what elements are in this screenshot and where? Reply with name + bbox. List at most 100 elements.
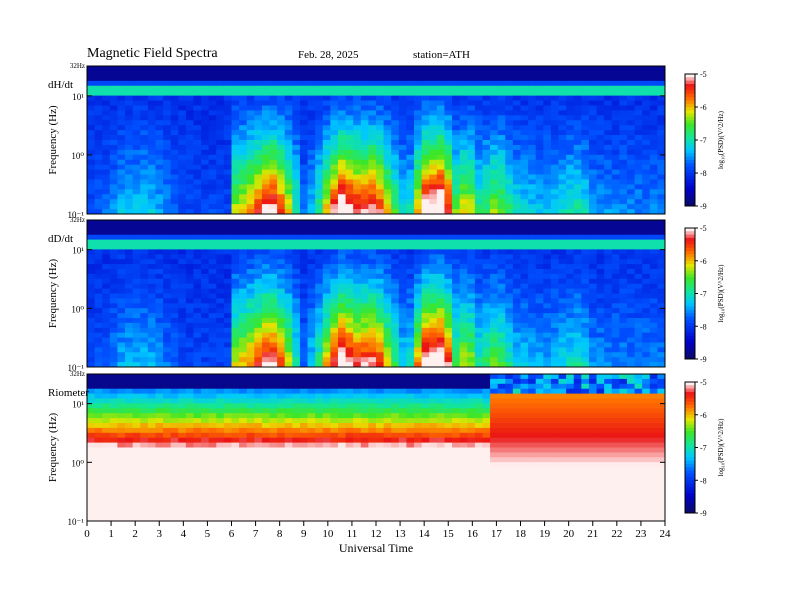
spectro-cell bbox=[140, 264, 149, 270]
spectro-cell bbox=[459, 347, 468, 353]
spectro-cell bbox=[619, 318, 628, 324]
spectro-cell bbox=[566, 199, 575, 205]
spectro-cell bbox=[277, 313, 286, 319]
spectro-cell bbox=[619, 130, 628, 136]
spectro-cell bbox=[467, 115, 476, 121]
spectro-cell bbox=[596, 144, 605, 151]
spectro-cell bbox=[505, 204, 514, 210]
spectro-cell bbox=[429, 283, 438, 289]
spectro-cell bbox=[94, 234, 103, 240]
spectro-cell bbox=[125, 511, 134, 517]
spectro-cell bbox=[223, 293, 232, 299]
spectro-cell bbox=[474, 224, 483, 231]
spectro-cell bbox=[269, 283, 278, 289]
spectro-cell bbox=[231, 70, 240, 77]
spectro-cell bbox=[611, 66, 620, 72]
spectro-cell bbox=[178, 308, 187, 314]
spectro-cell bbox=[558, 347, 567, 353]
spectro-cell bbox=[482, 130, 491, 136]
spectro-cell bbox=[322, 244, 331, 250]
spectro-cell bbox=[414, 125, 423, 131]
spectro-cell bbox=[391, 254, 400, 260]
spectro-cell bbox=[322, 357, 331, 363]
spectro-cell bbox=[482, 199, 491, 205]
spectro-cell bbox=[429, 204, 438, 210]
spectro-cell bbox=[452, 144, 461, 151]
spectro-cell bbox=[178, 254, 187, 260]
spectro-cell bbox=[459, 159, 468, 166]
spectro-cell bbox=[588, 75, 597, 82]
spectro-cell bbox=[109, 486, 118, 492]
spectro-cell bbox=[254, 278, 263, 285]
spectro-cell bbox=[649, 159, 658, 166]
spectro-cell bbox=[155, 308, 164, 314]
spectro-cell bbox=[307, 347, 316, 353]
spectro-cell bbox=[140, 467, 149, 473]
spectro-cell bbox=[649, 115, 658, 121]
spectro-cell bbox=[581, 135, 590, 141]
spectro-cell bbox=[482, 169, 491, 175]
spectro-cell bbox=[125, 244, 134, 250]
spectro-cell bbox=[132, 496, 141, 502]
spectro-cell bbox=[543, 199, 552, 205]
spectro-cell bbox=[452, 273, 461, 280]
spectro-cell bbox=[581, 254, 590, 260]
spectro-cell bbox=[391, 174, 400, 180]
spectro-cell bbox=[368, 278, 377, 285]
spectro-cell bbox=[178, 264, 187, 270]
spectro-cell bbox=[611, 224, 620, 231]
spectro-cell bbox=[337, 169, 346, 175]
spectro-cell bbox=[170, 362, 179, 368]
spectro-cell bbox=[528, 85, 537, 92]
spectro-cell bbox=[611, 194, 620, 200]
spectro-cell bbox=[444, 100, 453, 106]
spectro-cell bbox=[102, 506, 111, 512]
spectro-cell bbox=[391, 120, 400, 126]
spectro-cell bbox=[299, 332, 308, 338]
spectro-cell bbox=[117, 347, 126, 353]
spectro-cell bbox=[604, 347, 613, 353]
spectro-cell bbox=[588, 85, 597, 92]
spectro-cell bbox=[474, 135, 483, 141]
spectro-cell bbox=[132, 85, 141, 92]
spectro-cell bbox=[581, 209, 590, 215]
spectro-cell bbox=[505, 259, 514, 265]
spectro-cell bbox=[520, 209, 529, 215]
spectro-cell bbox=[94, 199, 103, 205]
spectro-cell bbox=[619, 293, 628, 299]
spectro-cell bbox=[368, 130, 377, 136]
spectro-cell bbox=[132, 501, 141, 507]
spectro-cell bbox=[414, 189, 423, 195]
spectro-cell bbox=[360, 159, 369, 166]
spectro-cell bbox=[368, 120, 377, 126]
spectro-cell bbox=[102, 184, 111, 190]
spectro-cell bbox=[254, 130, 263, 136]
spectro-cell bbox=[573, 273, 582, 280]
spectro-cell bbox=[398, 264, 407, 270]
spectro-cell bbox=[254, 288, 263, 294]
spectro-cell bbox=[474, 154, 483, 161]
spectro-cell bbox=[611, 269, 620, 275]
spectro-cell bbox=[140, 506, 149, 512]
spectro-cell bbox=[208, 105, 217, 111]
spectro-cell bbox=[155, 194, 164, 200]
spectro-cell bbox=[360, 313, 369, 319]
spectro-cell bbox=[512, 308, 521, 314]
spectro-cell bbox=[239, 209, 248, 215]
spectro-cell bbox=[185, 273, 194, 280]
spectro-cell bbox=[208, 332, 217, 338]
spectro-cell bbox=[337, 244, 346, 250]
spectro-cell bbox=[178, 357, 187, 363]
spectro-cell bbox=[360, 75, 369, 82]
spectro-cell bbox=[231, 308, 240, 314]
spectro-cell bbox=[132, 374, 141, 380]
spectro-cell bbox=[223, 179, 232, 185]
spectro-cell bbox=[391, 337, 400, 343]
spectro-cell bbox=[467, 144, 476, 151]
spectro-cell bbox=[239, 130, 248, 136]
spectro-cell bbox=[117, 130, 126, 136]
spectro-cell bbox=[604, 327, 613, 334]
spectro-cell bbox=[376, 239, 385, 245]
spectro-cell bbox=[345, 120, 354, 126]
